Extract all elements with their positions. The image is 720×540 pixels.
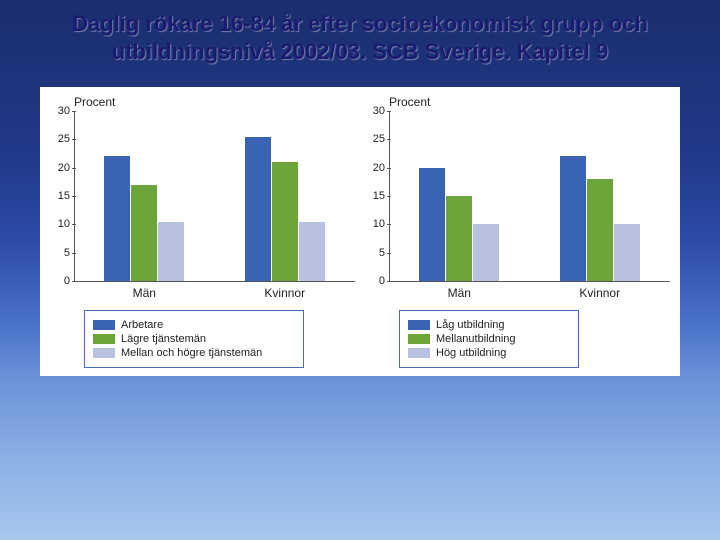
bar-group (530, 111, 671, 281)
bar-group (389, 111, 530, 281)
bar (131, 185, 157, 281)
ytick-label: 0 (64, 275, 70, 287)
legend-left: Arbetare Lägre tjänstemän Mellan och högre… (84, 310, 304, 368)
bar (560, 156, 586, 281)
legend-label: Mellanutbildning (436, 333, 516, 345)
ytick-label: 0 (379, 275, 385, 287)
xlabel: Kvinnor (530, 282, 671, 300)
xaxis-left: MänKvinnor (74, 282, 355, 300)
legend-right: Låg utbildning Mellanutbildning Hög utbild… (399, 310, 579, 368)
legend-swatch (93, 348, 115, 358)
xaxis-right: MänKvinnor (389, 282, 670, 300)
ytick-label: 20 (373, 162, 385, 174)
bar (158, 222, 184, 282)
bar (587, 179, 613, 281)
ytick-label: 15 (58, 190, 70, 202)
bar (245, 137, 271, 282)
ylabel-right: Procent (365, 95, 670, 109)
legend-label: Mellan och högre tjänstemän (121, 347, 262, 359)
legend-item: Mellanutbildning (408, 333, 570, 345)
ylabel-left: Procent (50, 95, 355, 109)
legend-label: Låg utbildning (436, 319, 505, 331)
legend-label: Arbetare (121, 319, 163, 331)
ytick-label: 5 (64, 247, 70, 259)
bar-group (74, 111, 215, 281)
legend-swatch (93, 334, 115, 344)
chart-container: Procent 051015202530 MänKvinnor Arbetare… (40, 87, 680, 376)
bar-group (215, 111, 356, 281)
ytick-label: 20 (58, 162, 70, 174)
legend-label: Lägre tjänstemän (121, 333, 206, 345)
bar (614, 224, 640, 281)
legend-item: Lägre tjänstemän (93, 333, 295, 345)
legend-swatch (408, 320, 430, 330)
ytick-label: 15 (373, 190, 385, 202)
xlabel: Män (74, 282, 215, 300)
bar (419, 168, 445, 281)
ytick-label: 30 (373, 105, 385, 117)
page-title: Daglig rökare 16-84 år efter socioekonom… (0, 0, 720, 69)
bar (446, 196, 472, 281)
legend-swatch (408, 348, 430, 358)
xlabel: Kvinnor (215, 282, 356, 300)
plot-area-right: 051015202530 (389, 111, 670, 282)
chart-right: Procent 051015202530 MänKvinnor Låg utbi… (365, 95, 670, 368)
ytick-label: 10 (373, 218, 385, 230)
ytick-label: 5 (379, 247, 385, 259)
legend-item: Hög utbildning (408, 347, 570, 359)
plot-area-left: 051015202530 (74, 111, 355, 282)
legend-swatch (408, 334, 430, 344)
ytick-label: 10 (58, 218, 70, 230)
ytick-label: 25 (58, 133, 70, 145)
ytick-label: 30 (58, 105, 70, 117)
bar (104, 156, 130, 281)
chart-left: Procent 051015202530 MänKvinnor Arbetare… (50, 95, 355, 368)
legend-label: Hög utbildning (436, 347, 506, 359)
legend-swatch (93, 320, 115, 330)
bar (299, 222, 325, 282)
legend-item: Arbetare (93, 319, 295, 331)
ytick-label: 25 (373, 133, 385, 145)
xlabel: Män (389, 282, 530, 300)
legend-item: Mellan och högre tjänstemän (93, 347, 295, 359)
bar (473, 224, 499, 281)
bar (272, 162, 298, 281)
legend-item: Låg utbildning (408, 319, 570, 331)
